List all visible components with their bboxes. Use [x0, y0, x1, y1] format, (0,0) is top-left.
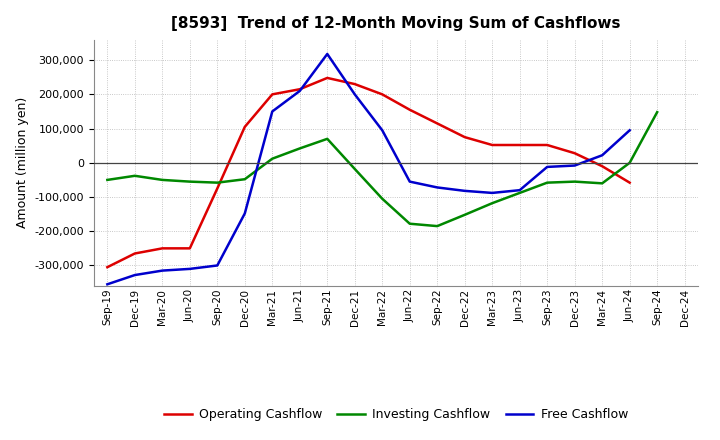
Investing Cashflow [626, 160, 634, 165]
Free Cashflow [130, 272, 139, 278]
Free Cashflow [378, 128, 387, 133]
Operating Cashflow [186, 246, 194, 251]
Investing Cashflow [460, 212, 469, 217]
Operating Cashflow [158, 246, 166, 251]
Investing Cashflow [103, 177, 112, 183]
Operating Cashflow [295, 87, 304, 92]
Free Cashflow [186, 266, 194, 271]
Operating Cashflow [460, 135, 469, 140]
Operating Cashflow [213, 186, 222, 191]
Free Cashflow [598, 153, 606, 158]
Operating Cashflow [378, 92, 387, 97]
Investing Cashflow [653, 110, 662, 115]
Operating Cashflow [240, 124, 249, 129]
Investing Cashflow [186, 179, 194, 184]
Line: Free Cashflow: Free Cashflow [107, 54, 630, 284]
Line: Operating Cashflow: Operating Cashflow [107, 78, 630, 267]
Investing Cashflow [268, 156, 276, 161]
Legend: Operating Cashflow, Investing Cashflow, Free Cashflow: Operating Cashflow, Investing Cashflow, … [159, 403, 633, 426]
Y-axis label: Amount (million yen): Amount (million yen) [16, 97, 29, 228]
Free Cashflow [460, 188, 469, 194]
Free Cashflow [213, 263, 222, 268]
Operating Cashflow [405, 107, 414, 112]
Free Cashflow [103, 282, 112, 287]
Free Cashflow [405, 179, 414, 184]
Investing Cashflow [433, 224, 441, 229]
Free Cashflow [433, 185, 441, 190]
Free Cashflow [516, 187, 524, 193]
Investing Cashflow [378, 196, 387, 202]
Investing Cashflow [598, 181, 606, 186]
Operating Cashflow [516, 143, 524, 148]
Free Cashflow [323, 51, 332, 57]
Investing Cashflow [240, 176, 249, 182]
Investing Cashflow [295, 146, 304, 151]
Investing Cashflow [351, 166, 359, 172]
Operating Cashflow [323, 75, 332, 81]
Operating Cashflow [433, 121, 441, 126]
Operating Cashflow [488, 143, 497, 148]
Operating Cashflow [598, 164, 606, 169]
Investing Cashflow [158, 177, 166, 183]
Free Cashflow [570, 163, 579, 168]
Free Cashflow [488, 190, 497, 195]
Free Cashflow [351, 92, 359, 97]
Investing Cashflow [213, 180, 222, 185]
Free Cashflow [295, 88, 304, 94]
Free Cashflow [158, 268, 166, 273]
Investing Cashflow [488, 201, 497, 206]
Operating Cashflow [570, 150, 579, 156]
Investing Cashflow [543, 180, 552, 185]
Operating Cashflow [103, 264, 112, 270]
Operating Cashflow [626, 180, 634, 185]
Investing Cashflow [130, 173, 139, 179]
Free Cashflow [240, 211, 249, 216]
Line: Investing Cashflow: Investing Cashflow [107, 112, 657, 226]
Operating Cashflow [130, 251, 139, 256]
Free Cashflow [543, 164, 552, 169]
Operating Cashflow [543, 143, 552, 148]
Free Cashflow [626, 128, 634, 133]
Investing Cashflow [516, 190, 524, 195]
Operating Cashflow [268, 92, 276, 97]
Free Cashflow [268, 109, 276, 114]
Investing Cashflow [570, 179, 579, 184]
Operating Cashflow [351, 81, 359, 87]
Investing Cashflow [323, 136, 332, 142]
Investing Cashflow [405, 221, 414, 226]
Title: [8593]  Trend of 12-Month Moving Sum of Cashflows: [8593] Trend of 12-Month Moving Sum of C… [171, 16, 621, 32]
